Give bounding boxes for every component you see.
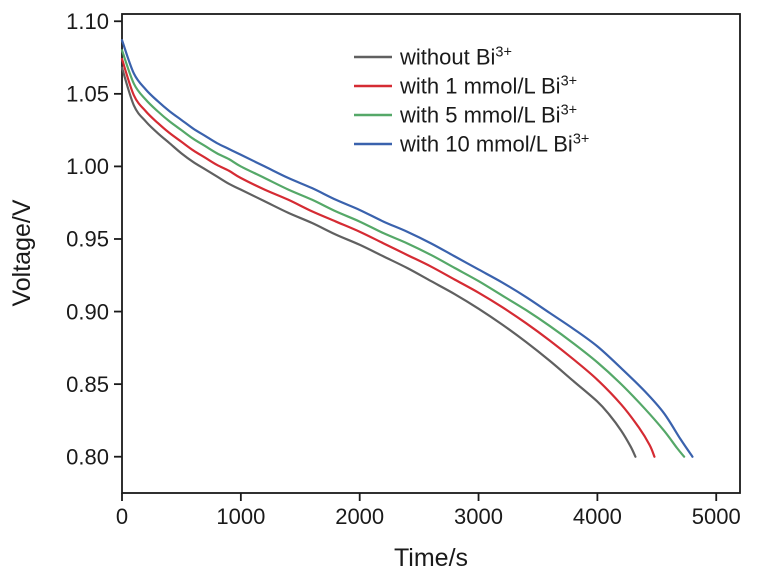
legend-label: with 1 mmol/L Bi3+ (399, 74, 577, 99)
x-tick-label: 3000 (454, 504, 503, 529)
series-line-3 (120, 39, 694, 458)
series-line-2 (120, 49, 686, 458)
x-tick-label: 1000 (216, 504, 265, 529)
y-tick-label: 1.10 (66, 9, 109, 34)
y-tick-label: 1.00 (66, 154, 109, 179)
legend-item: with 1 mmol/L Bi3+ (354, 74, 577, 99)
y-tick-label: 0.80 (66, 444, 109, 469)
legend-label: with 10 mmol/L Bi3+ (399, 132, 589, 157)
x-tick-label: 0 (116, 504, 128, 529)
y-tick-label: 0.85 (66, 372, 109, 397)
y-tick-label: 1.05 (66, 82, 109, 107)
legend-item: with 5 mmol/L Bi3+ (354, 103, 577, 128)
y-tick-label: 0.90 (66, 299, 109, 324)
x-tick-label: 2000 (335, 504, 384, 529)
legend-label: without Bi3+ (399, 45, 512, 70)
series-line-0 (120, 66, 637, 458)
y-axis-label: Voltage/V (8, 199, 36, 306)
y-tick-label: 0.95 (66, 227, 109, 252)
x-tick-label: 4000 (573, 504, 622, 529)
series-line-1 (120, 57, 656, 458)
axes-frame (121, 13, 741, 494)
x-tick-label: 5000 (692, 504, 741, 529)
legend-label: with 5 mmol/L Bi3+ (399, 103, 577, 128)
x-axis-label: Time/s (394, 544, 468, 572)
legend-item: without Bi3+ (354, 45, 512, 70)
legend-item: with 10 mmol/L Bi3+ (354, 132, 589, 157)
